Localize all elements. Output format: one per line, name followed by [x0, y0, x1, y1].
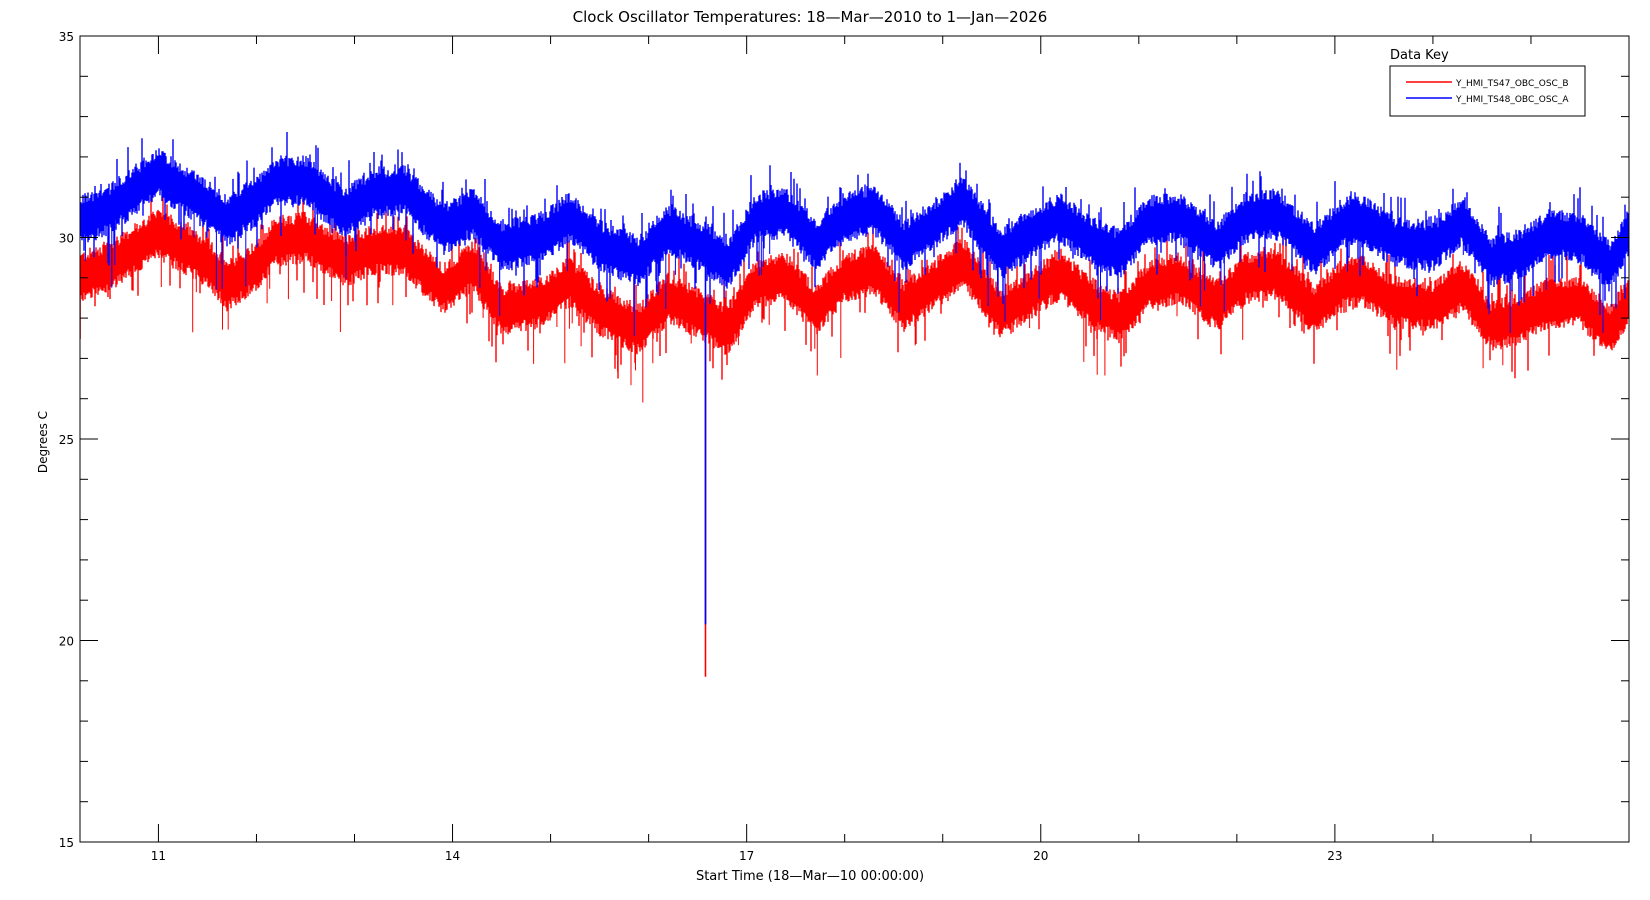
- x-axis-label: Start Time (18—Mar—10 00:00:00): [696, 869, 924, 884]
- legend-title: Data Key: [1390, 48, 1449, 63]
- y-tick-label: 20: [59, 635, 74, 649]
- y-tick-label: 15: [59, 836, 74, 850]
- legend-label-osc-a: Y_HMI_TS48_OBC_OSC_A: [1455, 95, 1569, 105]
- series-band: [80, 186, 1629, 380]
- series-band: [80, 132, 1629, 316]
- series-layer: [79, 132, 1629, 677]
- series-dips: [84, 190, 1613, 336]
- x-tick-label: 23: [1327, 849, 1342, 863]
- x-tick-label: 20: [1033, 849, 1048, 863]
- y-axis-label: Degrees C: [36, 411, 50, 473]
- y-tick-label: 25: [59, 433, 74, 447]
- x-tick-label: 14: [445, 849, 460, 863]
- chart-title: Clock Oscillator Temperatures: 18—Mar—20…: [573, 8, 1048, 26]
- series-osc-a: [80, 132, 1629, 625]
- x-tick-label: 11: [151, 849, 166, 863]
- plot-frame: [79, 35, 1630, 843]
- ticks-layer: 15 20 25 30 35 11 14 17 20 23: [59, 30, 1629, 863]
- y-tick-label: 35: [59, 30, 74, 44]
- legend: Data Key Y_HMI_TS47_OBC_OSC_B Y_HMI_TS48…: [1389, 48, 1586, 117]
- y-tick-label: 30: [59, 232, 74, 246]
- legend-label-osc-b: Y_HMI_TS47_OBC_OSC_B: [1455, 79, 1569, 89]
- series-dips: [79, 235, 1504, 403]
- x-tick-label: 17: [739, 849, 754, 863]
- legend-box: [1389, 65, 1586, 117]
